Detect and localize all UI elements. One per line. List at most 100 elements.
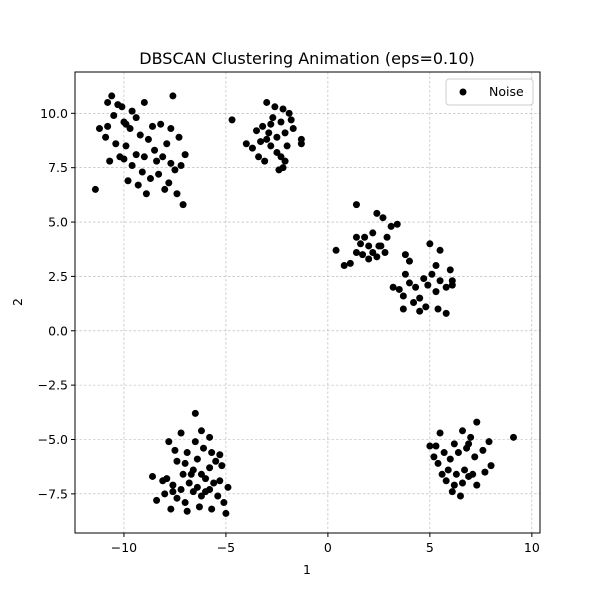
- data-point: [195, 503, 203, 511]
- data-point: [208, 449, 216, 457]
- data-point: [263, 135, 271, 143]
- data-point: [289, 125, 297, 133]
- data-point: [401, 251, 409, 259]
- data-point: [177, 429, 185, 437]
- x-axis-ticks: −10 −5 0 5 10: [111, 533, 540, 555]
- legend-label: Noise: [489, 84, 524, 99]
- data-point: [161, 490, 169, 498]
- data-point: [438, 470, 446, 478]
- data-point: [450, 481, 458, 489]
- legend: Noise: [445, 78, 534, 106]
- plot-frame: [74, 71, 541, 534]
- data-point: [220, 499, 228, 507]
- y-tick-label: 10.0: [40, 106, 68, 121]
- data-point: [473, 418, 481, 426]
- data-point: [365, 242, 373, 250]
- data-point: [263, 98, 271, 106]
- data-point: [228, 116, 236, 124]
- data-point: [255, 153, 263, 161]
- data-point: [410, 299, 418, 306]
- data-point: [179, 470, 187, 478]
- data-point: [177, 162, 185, 170]
- data-point: [395, 285, 403, 293]
- data-point: [122, 142, 130, 150]
- data-point: [479, 446, 487, 454]
- data-point: [379, 214, 387, 222]
- data-point: [153, 157, 161, 165]
- data-point: [208, 505, 216, 513]
- data-point: [151, 146, 159, 154]
- data-point: [436, 429, 444, 437]
- data-point: [422, 303, 430, 311]
- data-point: [193, 455, 201, 463]
- data-point: [197, 427, 205, 435]
- data-point: [401, 270, 409, 278]
- data-point: [424, 281, 432, 289]
- data-point: [110, 111, 118, 119]
- data-point: [426, 240, 434, 248]
- data-point: [108, 92, 116, 100]
- data-point: [383, 233, 391, 241]
- data-point: [485, 438, 493, 446]
- data-point: [487, 462, 495, 470]
- legend-box: [445, 78, 534, 106]
- data-point: [387, 222, 395, 230]
- data-point: [269, 114, 277, 122]
- data-point: [279, 105, 287, 113]
- data-point: [352, 201, 360, 209]
- data-point: [340, 262, 348, 270]
- data-point: [465, 472, 473, 480]
- data-point: [273, 133, 281, 141]
- data-point: [104, 98, 112, 106]
- data-point: [114, 101, 122, 109]
- data-point: [216, 451, 224, 459]
- data-point: [183, 507, 191, 515]
- data-point: [132, 114, 140, 122]
- data-point: [361, 233, 369, 241]
- data-point: [144, 135, 152, 143]
- data-point: [448, 281, 456, 289]
- data-point: [183, 449, 191, 457]
- data-point: [436, 277, 444, 285]
- data-point: [287, 116, 295, 124]
- data-point: [202, 488, 210, 496]
- data-point: [281, 129, 289, 137]
- x-tick-label: 10: [524, 540, 540, 555]
- data-point: [218, 462, 226, 470]
- data-point: [369, 229, 377, 237]
- data-point: [261, 157, 269, 165]
- data-point: [171, 166, 179, 174]
- y-axis-ticks: −7.5 −5.0 −2.5 0.0 2.5 5.0 7.5 10.0: [38, 106, 75, 501]
- data-point: [297, 140, 305, 148]
- x-axis-label: 1: [303, 562, 311, 577]
- data-point: [434, 305, 442, 313]
- y-tick-label: −5.0: [38, 432, 68, 447]
- y-tick-label: −2.5: [38, 378, 68, 393]
- data-point: [104, 122, 112, 130]
- data-point: [124, 177, 132, 185]
- data-point: [281, 157, 289, 165]
- data-point: [149, 122, 156, 130]
- data-point: [189, 488, 197, 496]
- data-point: [206, 433, 214, 441]
- data-point: [389, 283, 397, 291]
- data-point: [169, 488, 177, 496]
- data-point: [448, 488, 456, 496]
- data-point: [159, 153, 167, 161]
- data-point: [146, 175, 154, 183]
- data-points: [91, 92, 517, 517]
- data-point: [181, 459, 189, 467]
- data-point: [128, 162, 136, 170]
- data-point: [140, 153, 148, 161]
- data-point: [161, 185, 169, 193]
- data-point: [167, 505, 175, 513]
- data-point: [346, 259, 354, 267]
- y-tick-label: 7.5: [48, 160, 68, 175]
- data-point: [399, 305, 407, 313]
- data-point: [163, 475, 171, 483]
- data-point: [153, 496, 161, 504]
- data-point: [191, 438, 199, 446]
- data-point: [173, 457, 181, 465]
- y-tick-label: 0.0: [48, 323, 68, 338]
